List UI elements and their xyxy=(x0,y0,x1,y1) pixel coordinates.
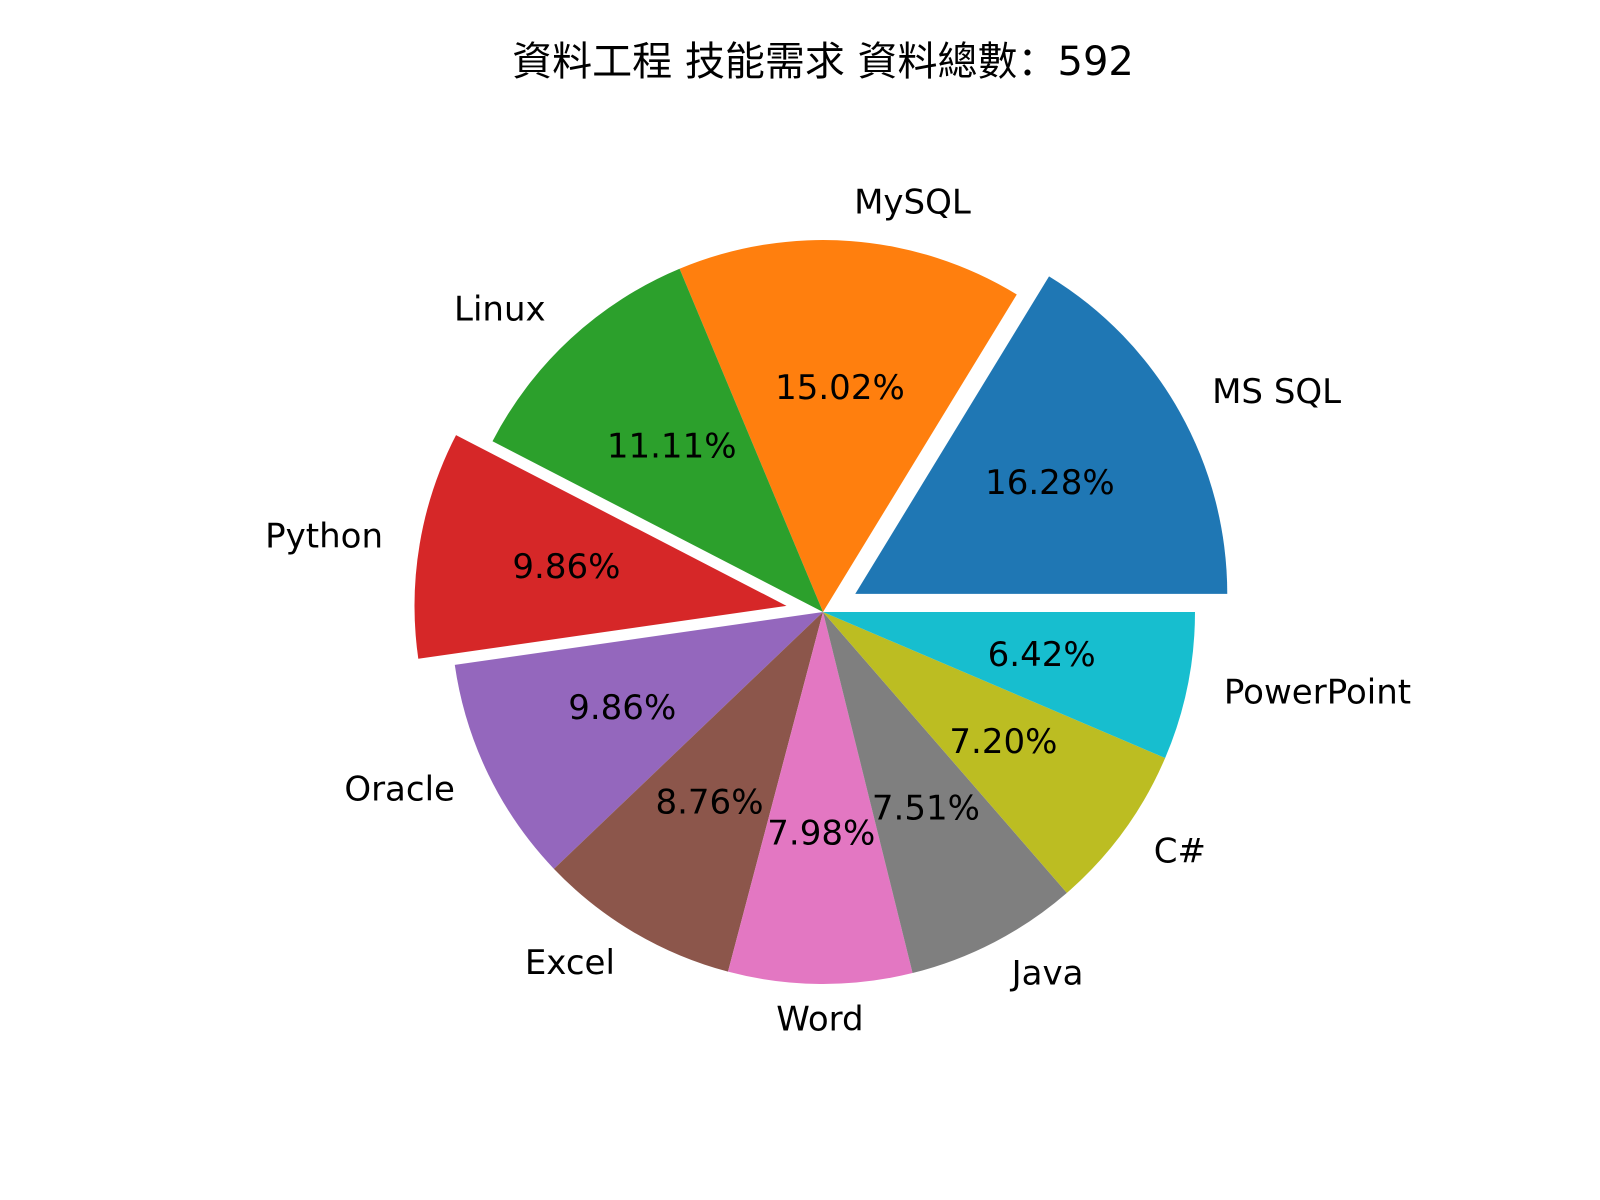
pie-slice-oracle xyxy=(454,612,823,869)
pie-slice-linux xyxy=(492,268,823,612)
slice-percent-label: 9.86% xyxy=(568,688,676,728)
chart-title: 資料工程 技能需求 資料總數：592 xyxy=(512,39,1134,85)
pie-slice-powerpoint xyxy=(823,612,1195,759)
slice-percent-label: 7.98% xyxy=(767,814,875,854)
pie-slice-java xyxy=(823,612,1067,974)
slice-label: Java xyxy=(1010,954,1084,994)
slice-percent-label: 9.86% xyxy=(512,547,620,587)
slice-percent-label: 7.51% xyxy=(872,789,980,829)
pie-slice-c- xyxy=(823,612,1166,893)
slice-label: MySQL xyxy=(854,182,971,222)
pie-slice-excel xyxy=(553,612,823,972)
slice-label: MS SQL xyxy=(1212,372,1341,412)
slice-label: C# xyxy=(1154,831,1206,871)
slice-label: Excel xyxy=(525,943,615,983)
slice-percent-label: 16.28% xyxy=(985,463,1115,503)
pie-slice-mysql xyxy=(679,240,1017,613)
slice-percent-label: 6.42% xyxy=(988,635,1096,675)
pie-slice-python xyxy=(414,435,787,659)
slice-label: Python xyxy=(265,516,383,556)
slice-percent-label: 11.11% xyxy=(607,426,737,466)
pie-slice-word xyxy=(727,612,913,985)
slice-percent-label: 15.02% xyxy=(775,368,905,408)
slice-label: PowerPoint xyxy=(1224,672,1411,712)
slice-label: Oracle xyxy=(344,769,455,809)
slice-label: Linux xyxy=(454,290,546,330)
slice-label: Word xyxy=(776,1000,863,1040)
pie-slice-ms-sql xyxy=(855,276,1228,594)
slice-percent-label: 7.20% xyxy=(949,722,1057,762)
pie-labels: MS SQL 16.28% MySQL 15.02% Linux 11.11% Python… xyxy=(265,182,1411,1039)
pie-slices xyxy=(414,240,1228,985)
slice-percent-label: 8.76% xyxy=(655,783,763,823)
